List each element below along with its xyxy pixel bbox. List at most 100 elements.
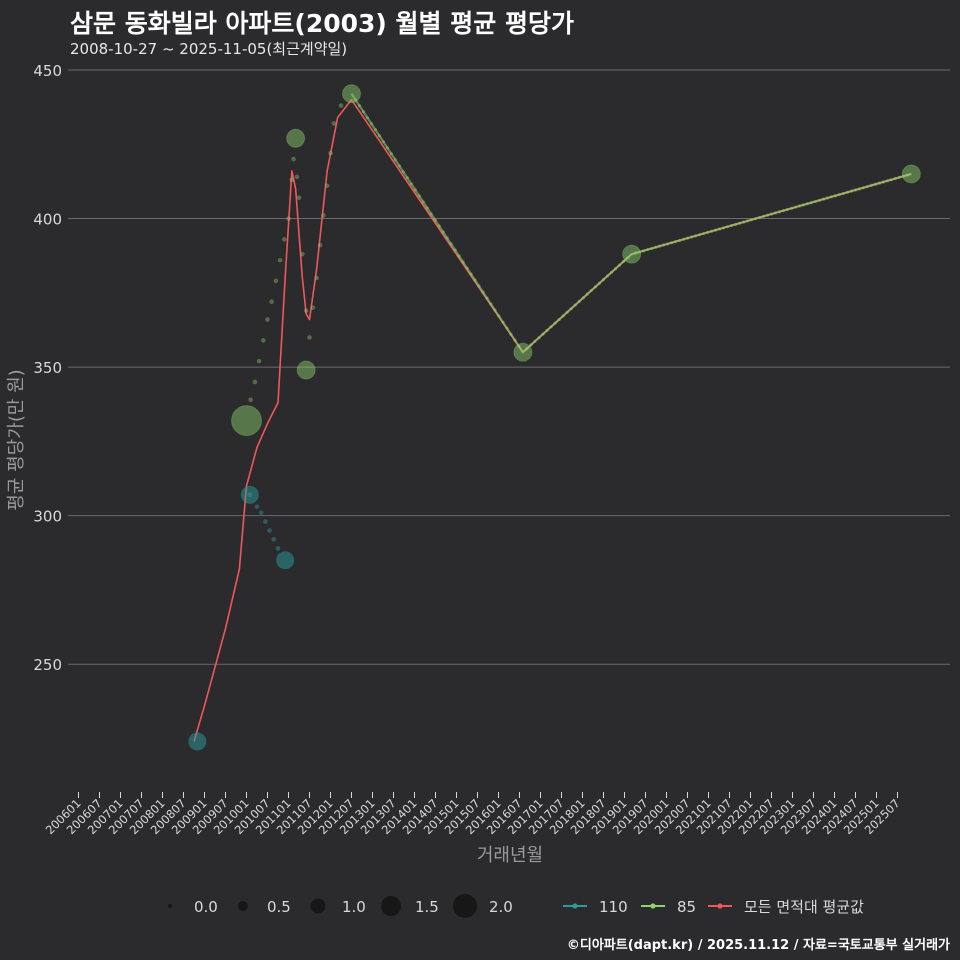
series-85-trace-point bbox=[773, 211, 778, 215]
series-85-trace-point bbox=[709, 229, 714, 233]
series-85-trace-point bbox=[541, 332, 545, 336]
series-110-small-point bbox=[275, 546, 281, 551]
series-85-small-point bbox=[282, 237, 287, 242]
series-85-trace-point bbox=[581, 296, 585, 300]
y-tick-label: 250 bbox=[33, 656, 62, 674]
series-85-trace-point bbox=[861, 186, 866, 190]
average-line-series bbox=[193, 98, 912, 742]
series-85-trace-point bbox=[857, 187, 862, 191]
series-85-small-point bbox=[310, 305, 316, 310]
series-85-trace-point bbox=[638, 250, 642, 254]
series-85-trace-point bbox=[453, 248, 457, 252]
series-85-trace-point bbox=[749, 218, 754, 222]
series-85 bbox=[231, 84, 921, 437]
series-85-trace-point bbox=[465, 266, 469, 270]
series-85-small-point bbox=[286, 216, 291, 221]
series-85-trace-point bbox=[781, 209, 786, 213]
y-tick-label: 450 bbox=[33, 62, 62, 80]
series-85-trace-point bbox=[901, 174, 905, 178]
series-85-trace-point bbox=[885, 179, 889, 183]
series-85-trace-point bbox=[621, 259, 626, 264]
series-85-small-point bbox=[338, 103, 344, 108]
series-85-small-point bbox=[300, 251, 305, 257]
series-85-trace-point bbox=[634, 251, 638, 255]
series-85-trace-point bbox=[569, 307, 573, 311]
series-85-trace-point bbox=[361, 110, 366, 114]
series-110-small-point bbox=[258, 510, 264, 515]
y-tick-label: 350 bbox=[33, 359, 62, 377]
series-85-trace-point bbox=[849, 189, 854, 193]
series-85-trace-point bbox=[393, 158, 397, 162]
series-85-trace-point bbox=[662, 243, 666, 247]
series-85-trace-point bbox=[525, 346, 529, 351]
series-85-trace-point bbox=[473, 278, 477, 282]
series-85-trace-point bbox=[789, 206, 794, 210]
y-tick-label: 300 bbox=[33, 508, 62, 526]
series-85-trace-point bbox=[585, 292, 589, 296]
series-110-point bbox=[188, 732, 207, 751]
series-85-trace-point bbox=[753, 217, 758, 221]
series-85-small-point bbox=[331, 121, 337, 126]
series-85-point bbox=[901, 164, 921, 184]
series-85-trace-point bbox=[537, 336, 541, 340]
series-85-trace-point bbox=[877, 181, 881, 185]
series-85-trace-point bbox=[589, 288, 593, 293]
series-85-trace-point bbox=[681, 237, 686, 241]
series-85-trace-point bbox=[670, 241, 674, 245]
x-axis-ticks: 2006012006072007012007072008012008072009… bbox=[43, 792, 903, 837]
series-85-small-point bbox=[291, 156, 296, 162]
series-85-trace-point bbox=[769, 212, 774, 216]
series-85-trace-point bbox=[433, 218, 437, 222]
series-85-trace-point bbox=[421, 200, 425, 204]
series-85-point bbox=[286, 128, 306, 148]
series-85-trace-point bbox=[557, 317, 561, 322]
series-85-trace-point bbox=[829, 195, 834, 199]
size-legend-key bbox=[381, 896, 401, 916]
series-85-trace-point bbox=[865, 184, 870, 189]
color-legend-key-point bbox=[650, 903, 656, 909]
size-legend-label: 0.5 bbox=[267, 898, 291, 916]
series-85-trace-point bbox=[658, 244, 662, 248]
series-85-trace-point bbox=[793, 205, 798, 209]
size-legend-key bbox=[238, 901, 248, 911]
series-85-trace-point bbox=[737, 221, 742, 225]
series-85-small-point bbox=[314, 275, 319, 281]
color-legend-key-point bbox=[572, 903, 578, 909]
series-85-trace-point bbox=[597, 281, 602, 285]
color-legend-key-point bbox=[717, 903, 723, 909]
series-85-trace-point bbox=[733, 222, 738, 226]
series-85-trace-point bbox=[765, 213, 770, 217]
source-credit: ©디아파트(dapt.kr) / 2025.11.12 / 자료=국토교통부 실… bbox=[566, 938, 950, 953]
series-85-trace-point bbox=[405, 176, 409, 180]
series-85-trace-point bbox=[761, 214, 766, 218]
series-85-trace-point bbox=[553, 321, 557, 325]
series-85-small-point bbox=[252, 379, 258, 385]
series-85-trace-point bbox=[437, 224, 441, 228]
size-legend-label: 1.5 bbox=[415, 898, 439, 916]
series-85-trace-point bbox=[693, 234, 698, 238]
series-85-trace-point bbox=[517, 344, 521, 348]
chart-subtitle: 2008-10-27 ~ 2025-11-05(최근계약일) bbox=[70, 40, 348, 58]
series-85-trace-point bbox=[481, 290, 485, 294]
color-legend-label: 모든 면적대 평균값 bbox=[744, 898, 864, 916]
series-85-trace-point bbox=[717, 227, 722, 231]
series-85-trace-point bbox=[809, 200, 814, 205]
series-85-trace-point bbox=[485, 296, 489, 300]
series-85-trace-point bbox=[837, 192, 842, 197]
series-85-trace-point bbox=[673, 239, 678, 244]
size-legend-label: 1.0 bbox=[342, 898, 366, 916]
series-85-trace-point bbox=[697, 233, 702, 237]
series-85-trace-point bbox=[593, 285, 597, 289]
series-85-trace-point bbox=[725, 225, 730, 229]
series-85-small-point bbox=[248, 397, 253, 403]
series-85-trace-point bbox=[389, 152, 393, 156]
series-85-trace-point bbox=[845, 190, 850, 194]
series-85-trace-point bbox=[401, 170, 405, 174]
series-85-trace-point bbox=[825, 196, 830, 200]
series-85-trace-point bbox=[721, 226, 726, 230]
series-85-small-point bbox=[328, 150, 333, 156]
series-85-trace-point bbox=[381, 140, 385, 144]
y-axis-ticks: 250 300 350 400 450 bbox=[33, 62, 62, 674]
series-85-trace-point bbox=[805, 202, 810, 206]
